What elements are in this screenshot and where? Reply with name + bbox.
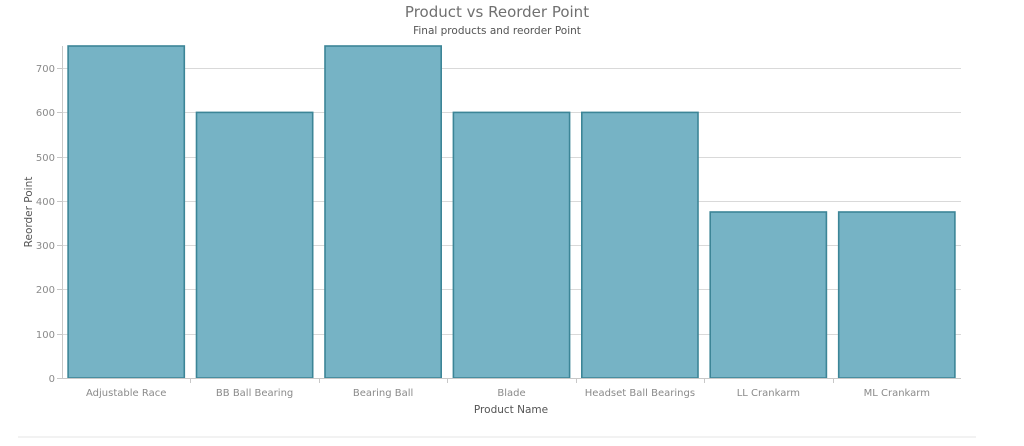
chart-subtitle: Final products and reorder Point bbox=[413, 25, 581, 37]
x-tick-label: Blade bbox=[497, 388, 525, 399]
bar-ml-crankarm[interactable] bbox=[837, 211, 956, 379]
y-tick-label: 100 bbox=[36, 330, 55, 341]
y-axis-ticks: 0 100 200 300 400 500 600 700 bbox=[36, 64, 62, 385]
x-tick-label: ML Crankarm bbox=[864, 388, 930, 399]
bar-adjustable-race[interactable] bbox=[67, 45, 186, 379]
x-tick-label: Adjustable Race bbox=[86, 388, 166, 399]
y-tick-label: 400 bbox=[36, 197, 55, 208]
bar-headset-ball-bearings[interactable] bbox=[580, 111, 699, 379]
bar-bearing-ball[interactable] bbox=[324, 45, 442, 379]
y-tick-label: 600 bbox=[36, 108, 55, 119]
bar-blade[interactable] bbox=[452, 111, 571, 379]
x-tick-label: Bearing Ball bbox=[353, 388, 413, 399]
x-axis-title: Product Name bbox=[474, 404, 548, 416]
x-axis-ticks: Adjustable Race BB Ball Bearing Bearing Ba… bbox=[86, 378, 930, 399]
chart-title: Product vs Reorder Point bbox=[405, 3, 589, 21]
y-tick-label: 500 bbox=[36, 153, 55, 164]
bar-ll-crankarm[interactable] bbox=[709, 211, 828, 379]
y-tick-label: 200 bbox=[36, 285, 55, 296]
axes bbox=[62, 46, 961, 379]
x-tick-label: Headset Ball Bearings bbox=[585, 388, 695, 399]
y-tick-label: 0 bbox=[49, 374, 55, 385]
y-tick-label: 300 bbox=[36, 241, 55, 252]
bar-bb-ball-bearing[interactable] bbox=[195, 111, 314, 379]
bars bbox=[67, 45, 956, 379]
x-tick-label: BB Ball Bearing bbox=[216, 388, 293, 399]
y-axis-title: Reorder Point bbox=[23, 177, 35, 248]
y-tick-label: 700 bbox=[36, 64, 55, 75]
x-tick-label: LL Crankarm bbox=[737, 388, 800, 399]
